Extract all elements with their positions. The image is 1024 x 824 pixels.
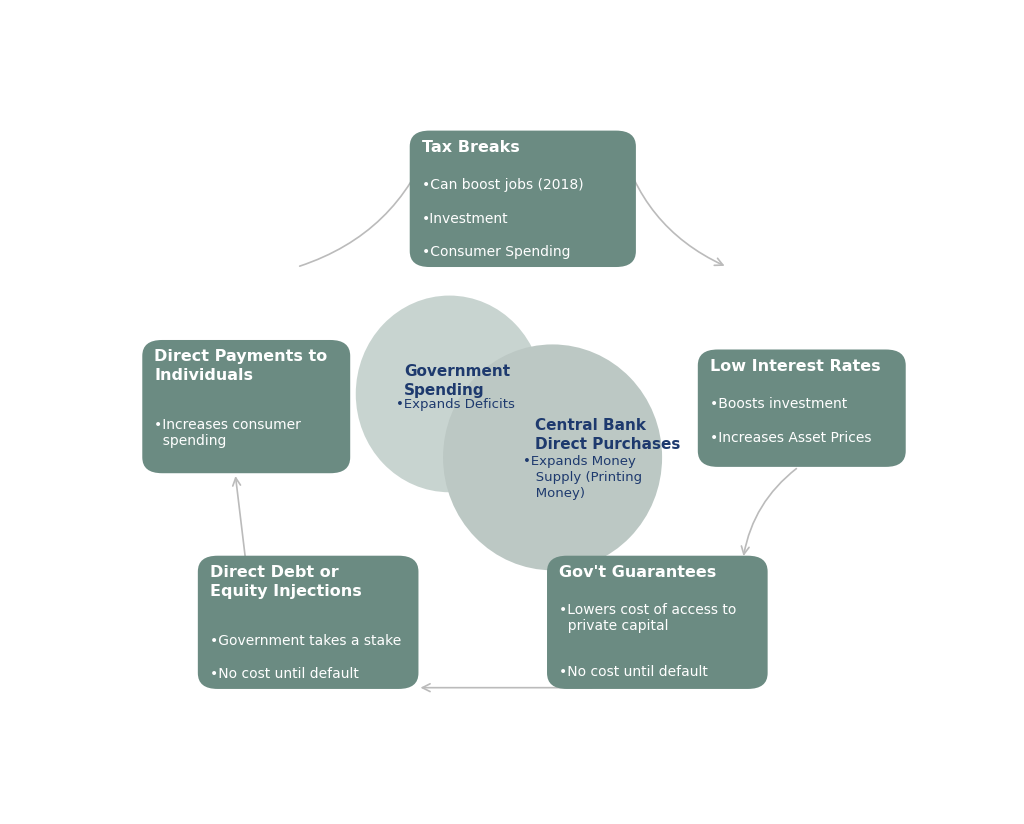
Text: •Lowers cost of access to
  private capital: •Lowers cost of access to private capita… [559,603,736,634]
Text: •Expands Deficits: •Expands Deficits [396,398,515,411]
Text: •Increases consumer
  spending: •Increases consumer spending [155,418,301,448]
Text: •Investment: •Investment [422,212,508,226]
Text: Tax Breaks: Tax Breaks [422,140,519,155]
Text: Gov't Guarantees: Gov't Guarantees [559,565,716,580]
FancyBboxPatch shape [142,340,350,473]
FancyBboxPatch shape [547,555,768,689]
Text: Low Interest Rates: Low Interest Rates [710,359,881,374]
Ellipse shape [355,296,543,492]
Text: Government
Spending: Government Spending [404,364,510,398]
Text: •Consumer Spending: •Consumer Spending [422,246,570,260]
Text: •Can boost jobs (2018): •Can boost jobs (2018) [422,178,584,192]
Text: Central Bank
Direct Purchases: Central Bank Direct Purchases [536,418,681,452]
Text: •No cost until default: •No cost until default [559,666,708,680]
Text: •Boosts investment: •Boosts investment [710,397,847,411]
Text: •Government takes a stake: •Government takes a stake [210,634,401,648]
Ellipse shape [443,344,663,570]
FancyBboxPatch shape [697,349,905,467]
Text: •No cost until default: •No cost until default [210,667,358,681]
FancyBboxPatch shape [410,131,636,267]
Text: •Expands Money
   Supply (Printing
   Money): •Expands Money Supply (Printing Money) [523,456,642,500]
Text: Direct Debt or
Equity Injections: Direct Debt or Equity Injections [210,565,361,599]
FancyBboxPatch shape [198,555,419,689]
Text: Direct Payments to
Individuals: Direct Payments to Individuals [155,349,328,383]
Text: •Increases Asset Prices: •Increases Asset Prices [710,431,871,445]
